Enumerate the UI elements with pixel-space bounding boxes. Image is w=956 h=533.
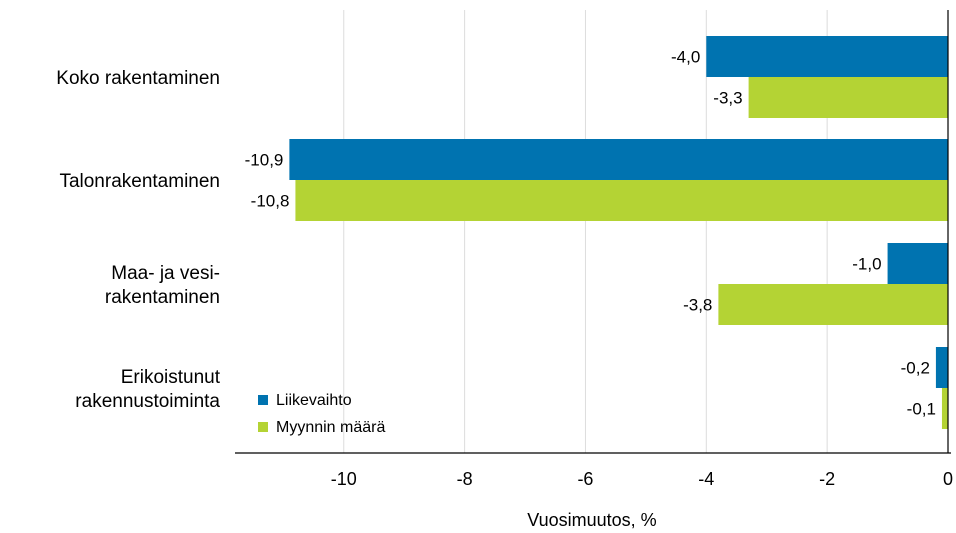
legend-swatch — [258, 395, 268, 405]
bar — [295, 180, 949, 221]
bar — [941, 388, 948, 429]
data-label: -3,8 — [683, 296, 712, 315]
bar — [887, 243, 948, 284]
category-label-line: Talonrakentaminen — [59, 171, 220, 192]
data-label: -10,8 — [251, 192, 290, 211]
bar — [935, 347, 948, 388]
category-label: Talonrakentaminen — [59, 171, 220, 192]
bars — [289, 36, 949, 429]
category-labels: Koko rakentaminen Talonrakentaminen Maa- j… — [56, 68, 220, 412]
data-label: -0,2 — [901, 359, 930, 378]
data-label: -1,0 — [852, 255, 881, 274]
category-label-line: rakennustoiminta — [75, 391, 220, 412]
bar — [718, 284, 948, 325]
x-tick-label: -6 — [577, 469, 593, 489]
category-label: Maa- ja vesi-rakentaminen — [105, 263, 220, 308]
category-label: Koko rakentaminen — [56, 68, 220, 89]
legend-swatch — [258, 422, 268, 432]
bar — [706, 36, 948, 77]
x-tick-label: -8 — [457, 469, 473, 489]
data-labels: -4,0 -3,3 -10,9 -10,8 -1,0 -3,8 -0,2 -0,1 — [245, 48, 936, 419]
data-label: -3,3 — [713, 89, 742, 108]
legend-label: Liikevaihto — [276, 392, 352, 409]
category-label-line: Erikoistunut — [121, 367, 221, 388]
category-label-line: rakentaminen — [105, 287, 220, 308]
bar — [289, 139, 948, 180]
x-tick-label: -4 — [698, 469, 714, 489]
category-label-line: Maa- ja vesi- — [111, 263, 220, 284]
legend-label: Myynnin määrä — [276, 419, 385, 436]
data-label: -0,1 — [907, 400, 936, 419]
x-tick-label: -10 — [331, 469, 357, 489]
x-axis-title: Vuosimuutos, % — [527, 510, 656, 530]
legend: Liikevaihto Myynnin määrä — [258, 392, 385, 436]
bar — [748, 77, 948, 118]
category-label-line: Koko rakentaminen — [56, 68, 220, 89]
x-axis: -10 -8 -6 -4 -2 0 — [235, 10, 953, 489]
x-tick-label: -2 — [819, 469, 835, 489]
category-label: Erikoistunut rakennustoiminta — [75, 367, 220, 412]
data-label: -4,0 — [671, 48, 700, 67]
x-tick-label: 0 — [943, 469, 953, 489]
data-label: -10,9 — [245, 151, 284, 170]
